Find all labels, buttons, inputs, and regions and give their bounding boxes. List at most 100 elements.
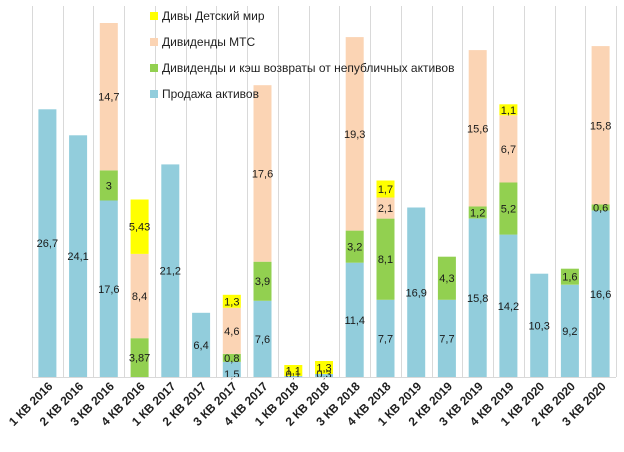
bar-segment: [130, 254, 149, 339]
bar-segment: [591, 46, 610, 205]
data-label: 1,1: [286, 366, 301, 378]
legend-swatch: [150, 64, 158, 72]
bar-segment: [376, 197, 395, 219]
data-label: 7,6: [255, 334, 270, 346]
data-label: 4,6: [224, 326, 239, 338]
bar-segment: [222, 362, 241, 377]
data-label: 16,6: [590, 289, 611, 301]
bar-segment: [437, 256, 456, 300]
bar-segment: [560, 284, 579, 377]
bar-segment: [499, 182, 518, 235]
data-label: 21,2: [160, 266, 181, 278]
bar-segment: [315, 361, 333, 374]
bar-segment: [499, 234, 518, 377]
data-label: 15,8: [590, 120, 611, 132]
data-label: 4,3: [439, 273, 454, 285]
data-label: 1,7: [378, 184, 393, 196]
bar-segment: [407, 207, 426, 377]
bar-segment: [376, 218, 395, 300]
bar-segment: [560, 268, 579, 285]
data-label: 3,87: [129, 353, 150, 365]
data-label: 19,3: [344, 129, 365, 141]
bar-segment: [130, 338, 149, 377]
bar-segment: [437, 299, 456, 377]
bar-segment: [315, 374, 333, 377]
bar-segment: [253, 300, 272, 377]
bar-segment: [130, 199, 149, 254]
data-label: 0,8: [224, 353, 239, 365]
bars: [38, 23, 610, 378]
data-label: 11,4: [344, 315, 365, 327]
bar-segment: [222, 353, 241, 362]
bar-segment: [468, 206, 487, 219]
bar-segment: [222, 307, 241, 354]
data-label: 24,1: [67, 251, 88, 263]
bar-segment: [222, 294, 241, 308]
data-label: 10,3: [528, 320, 549, 332]
data-label: 2,1: [378, 203, 393, 215]
data-label: 1,1: [501, 105, 516, 117]
data-label: 0,6: [593, 203, 608, 215]
data-label: 5,2: [501, 204, 516, 216]
bar-segment: [468, 218, 487, 377]
data-label: 17,6: [98, 284, 119, 296]
bar-segment: [284, 376, 303, 377]
bar-segment: [99, 23, 118, 171]
bar-segment: [345, 262, 364, 377]
bar-segment: [284, 365, 303, 376]
bar-segment: [192, 312, 211, 377]
bar-segment: [468, 50, 487, 207]
bar-segment: [253, 261, 272, 301]
legend-swatch: [150, 90, 158, 98]
data-label: 6,4: [193, 340, 208, 352]
data-label: 15,6: [467, 123, 488, 135]
gridlines: [32, 6, 617, 377]
bar-segment: [345, 230, 364, 263]
bar-segment: [253, 85, 272, 262]
data-label: 15,8: [467, 293, 488, 305]
bar-segment: [499, 104, 518, 116]
bar-segment: [69, 135, 88, 377]
data-label: 16,9: [405, 287, 426, 299]
legend-swatch: [150, 12, 158, 20]
data-label: 3,9: [255, 276, 270, 288]
legend-label: Продажа активов: [162, 87, 259, 101]
data-label: 26,7: [37, 238, 58, 250]
bar-segment: [345, 37, 364, 231]
data-label: 17,6: [252, 169, 273, 181]
data-label: 7,7: [378, 333, 393, 345]
legend-label: Дивиденды и кэш возвраты от непубличных …: [162, 61, 454, 75]
bar-segment: [161, 164, 180, 377]
data-label: 5,43: [129, 222, 150, 234]
data-label: 1,2: [470, 208, 485, 220]
bar-segment: [376, 299, 395, 377]
data-label: 1,5: [224, 369, 239, 381]
bar-segment: [591, 210, 610, 377]
data-label: 8,4: [132, 291, 147, 303]
bar-segment: [591, 204, 610, 211]
data-label: 1,6: [562, 272, 577, 284]
bar-segment: [38, 109, 57, 378]
data-label: 1,3: [224, 296, 239, 308]
legend-label: Дивиденды МТС: [162, 35, 255, 49]
data-label: 3: [106, 181, 112, 193]
data-labels: 26,7 24,1 17,6 3 14,7 3,87 8,4 5,43 21,2 6,4 1,5 0,…: [37, 92, 612, 381]
legend-label: Дивы Детский мир: [162, 9, 265, 23]
legend-swatch: [150, 38, 158, 46]
bar-segment: [99, 170, 118, 201]
bar-segment: [530, 273, 549, 377]
data-label: 8,1: [378, 254, 393, 266]
data-label: 9,2: [562, 326, 577, 338]
bar-segment: [376, 180, 395, 198]
bar-segment: [99, 200, 118, 377]
bar-segment: [499, 115, 518, 183]
data-label: 3,2: [347, 242, 362, 254]
data-label: 7,7: [439, 333, 454, 345]
data-label: 14,7: [98, 92, 119, 104]
data-label: 1,3: [316, 363, 331, 375]
legend: Дивы Детский мир Дивиденды МТС Дивиденды и…: [150, 9, 454, 101]
data-label: 14,2: [498, 301, 519, 313]
